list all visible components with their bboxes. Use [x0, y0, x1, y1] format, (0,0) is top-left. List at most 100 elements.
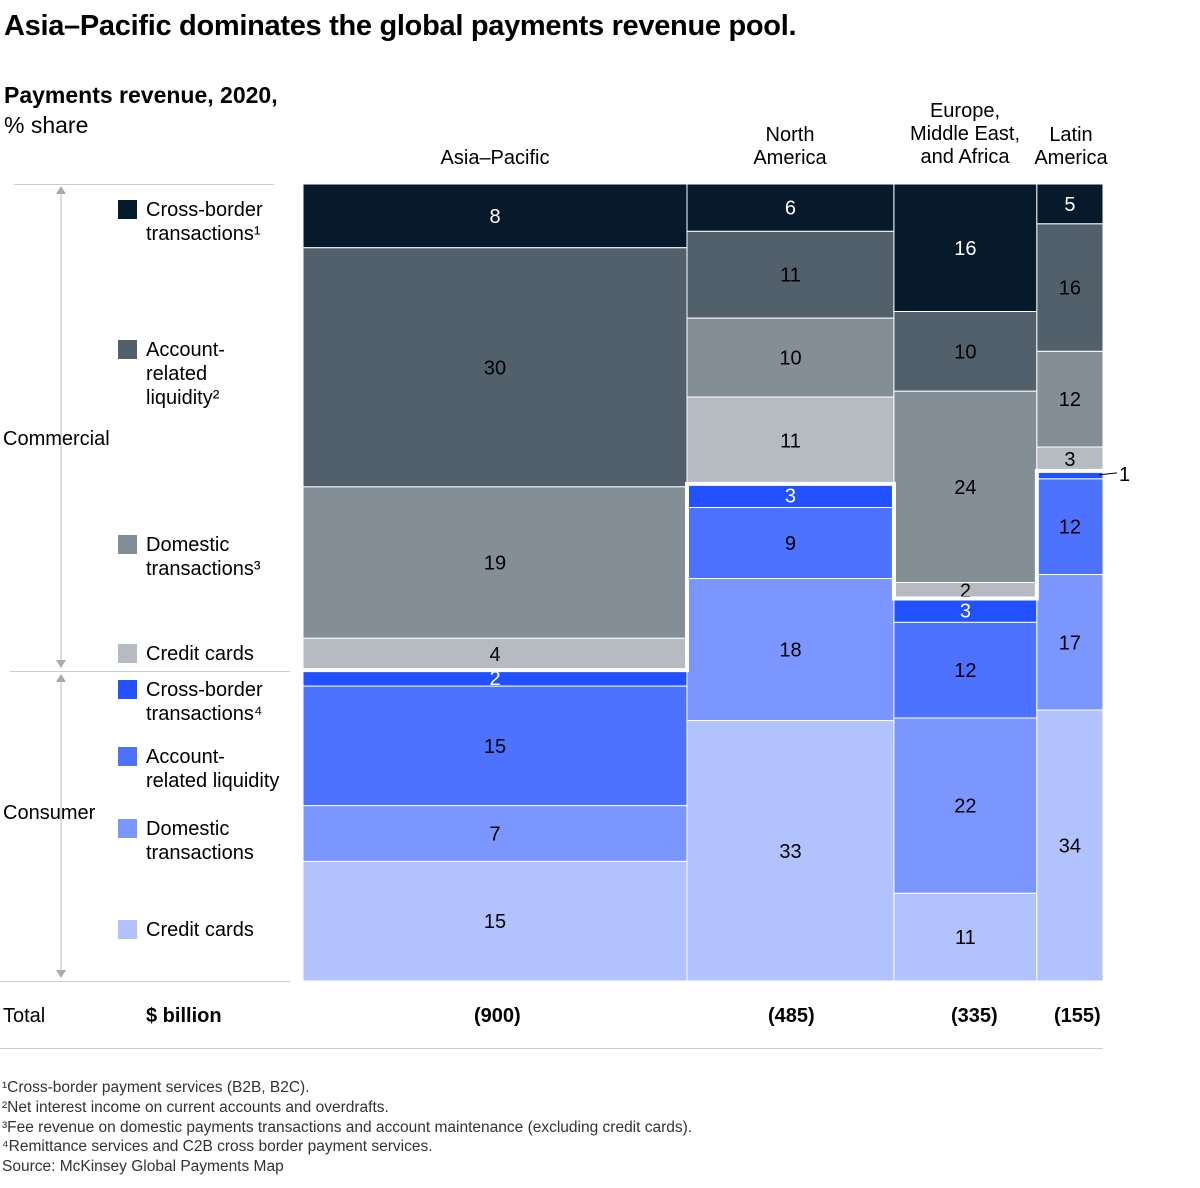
- footnote-2: ²Net interest income on current accounts…: [2, 1099, 389, 1116]
- data-label: 3: [960, 600, 971, 622]
- arrow-down-icon: [56, 970, 66, 978]
- segment-5-col-2: [893, 621, 1038, 719]
- chart-title: Asia–Pacific dominates the global paymen…: [4, 10, 797, 42]
- legend-swatch: [118, 340, 137, 359]
- data-label: 11: [955, 927, 976, 949]
- column-header-latin-america: Latin America: [1034, 124, 1108, 169]
- data-label: 18: [779, 640, 801, 662]
- legend-label: Credit cards: [146, 643, 254, 665]
- data-label: 34: [1059, 836, 1081, 858]
- data-label: 8: [489, 206, 500, 228]
- legend-swatch: [118, 535, 137, 554]
- data-label: 10: [779, 348, 801, 370]
- data-label: 10: [954, 341, 976, 363]
- segment-6-col-2: [893, 717, 1038, 894]
- commercial-consumer-boundary: [303, 468, 1103, 673]
- footnote-3: ³Fee revenue on domestic payments transa…: [2, 1119, 693, 1136]
- legend-label: Domestic transactions: [146, 818, 254, 864]
- column-header-emea: Europe, Middle East, and Africa: [909, 100, 1021, 168]
- legend-swatch: [118, 200, 137, 219]
- legend-label: Cross-border transactions⁴: [146, 679, 263, 725]
- data-label: 4: [489, 644, 500, 666]
- data-label: 2: [489, 668, 500, 690]
- divider: [0, 1048, 1103, 1049]
- segment-3-col-0: [302, 637, 688, 671]
- segment-2-col-1: [686, 317, 895, 398]
- segment-0-col-3: [1036, 183, 1104, 225]
- divider: [10, 671, 290, 672]
- arrow-down-icon: [56, 660, 66, 668]
- data-label: 15: [484, 736, 506, 758]
- segment-5-col-3: [1036, 478, 1104, 576]
- legend-label: Account- related liquidity: [146, 746, 280, 792]
- data-label: 12: [1059, 389, 1081, 411]
- segment-2-col-2: [893, 390, 1038, 583]
- segment-2-col-3: [1036, 350, 1104, 448]
- legend-swatch: [118, 644, 137, 663]
- data-label: 9: [785, 533, 796, 555]
- legend-swatch: [118, 680, 137, 699]
- data-label: 3: [1064, 449, 1075, 471]
- segment-7-col-2: [893, 892, 1038, 982]
- data-label: 2: [960, 580, 971, 602]
- leader-line: [1098, 472, 1118, 476]
- data-label: 30: [484, 357, 506, 379]
- segment-7-col-1: [686, 720, 895, 982]
- total-label: Total: [3, 1005, 46, 1027]
- data-label: 33: [779, 841, 801, 863]
- column-header-north-america: North America: [753, 124, 827, 169]
- data-label: 7: [489, 824, 500, 846]
- legend-swatch: [118, 747, 137, 766]
- segment-6-col-1: [686, 578, 895, 722]
- data-label: 16: [1059, 278, 1081, 300]
- legend-label: Domestic transactions³: [146, 534, 261, 580]
- data-label: 6: [785, 198, 796, 220]
- data-label: 15: [484, 911, 506, 933]
- footnote-4: ⁴Remittance services and C2B cross borde…: [2, 1138, 433, 1155]
- legend-swatch: [118, 819, 137, 838]
- data-label: 17: [1059, 632, 1081, 654]
- data-label: 12: [954, 660, 976, 682]
- segment-1-col-1: [686, 230, 895, 319]
- data-label: 19: [484, 553, 506, 575]
- data-label: 24: [954, 477, 976, 499]
- legend-label: Account- related liquidity²: [146, 339, 225, 409]
- segment-0-col-2: [893, 183, 1038, 313]
- divider: [0, 981, 290, 982]
- data-label: 5: [1064, 194, 1075, 216]
- arrow-up-icon: [56, 186, 66, 194]
- legend-label: Credit cards: [146, 919, 254, 941]
- segment-5-col-0: [302, 685, 688, 807]
- chart-unit: % share: [4, 112, 89, 138]
- data-label: 11: [780, 430, 801, 452]
- total-unit: $ billion: [146, 1005, 222, 1027]
- segment-2-col-0: [302, 486, 688, 639]
- column-header-asia-pacific: Asia–Pacific: [440, 147, 550, 169]
- total-emea: (335): [951, 1005, 998, 1027]
- segment-1-col-2: [893, 311, 1038, 392]
- data-label: 22: [954, 796, 976, 818]
- group-label-commercial: Commercial: [3, 428, 110, 450]
- footnote-1: ¹Cross-border payment services (B2B, B2C…: [2, 1079, 310, 1096]
- segment-1-col-3: [1036, 223, 1104, 352]
- legend-label: Cross-border transactions¹: [146, 199, 263, 245]
- total-north-america: (485): [768, 1005, 815, 1027]
- data-label: 3: [785, 486, 796, 508]
- arrow-up-icon: [56, 674, 66, 682]
- total-asia-pacific: (900): [474, 1005, 521, 1027]
- group-label-consumer: Consumer: [3, 802, 96, 824]
- data-label: 11: [780, 265, 801, 287]
- chart-subtitle: Payments revenue, 2020,: [4, 82, 278, 108]
- segment-0-col-1: [686, 183, 895, 232]
- data-label: 12: [1059, 517, 1081, 539]
- segment-7-col-3: [1036, 709, 1104, 982]
- total-latin-america: (155): [1054, 1005, 1101, 1027]
- data-label: 16: [954, 238, 976, 260]
- data-label: 1: [1119, 464, 1130, 486]
- divider: [14, 184, 274, 185]
- footnote-source: Source: McKinsey Global Payments Map: [2, 1158, 284, 1175]
- legend-swatch: [118, 920, 137, 939]
- segment-1-col-0: [302, 247, 688, 488]
